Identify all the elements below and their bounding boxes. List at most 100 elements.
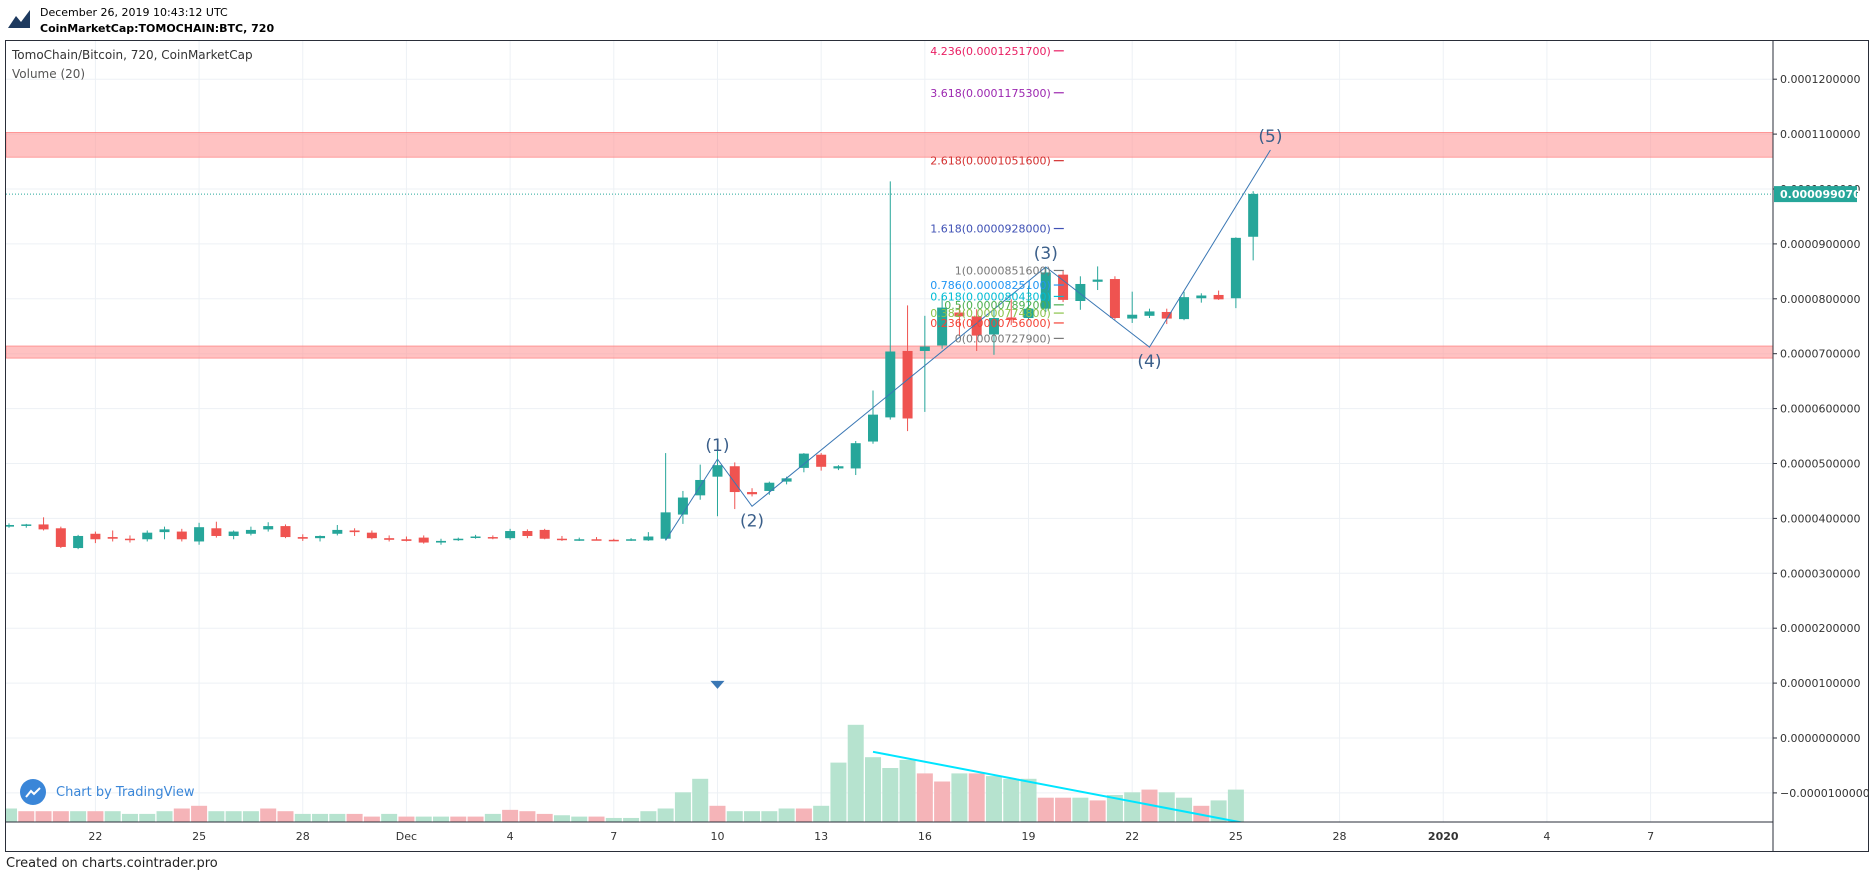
y-tick-label: 0.0000700000 xyxy=(1780,348,1860,361)
volume-bar xyxy=(985,776,1002,822)
fib-level-label: 0(0.0000727900) xyxy=(955,332,1051,345)
candle-body xyxy=(159,529,170,533)
volume-bar xyxy=(52,811,69,822)
candle-body xyxy=(574,539,585,541)
candle-body xyxy=(539,529,550,539)
candle-body xyxy=(522,531,533,536)
volume-bar xyxy=(761,811,778,822)
x-tick-label: 22 xyxy=(1125,830,1139,843)
candle-body xyxy=(850,443,861,469)
volume-bar xyxy=(674,792,691,822)
candle-body xyxy=(142,532,153,540)
y-tick-label: 0.0000000000 xyxy=(1780,732,1860,745)
volume-bar xyxy=(329,813,346,822)
volume-bar xyxy=(865,757,881,822)
signal-marker xyxy=(710,680,725,689)
candle-body xyxy=(470,536,481,539)
x-tick-label: 4 xyxy=(507,830,514,843)
volume-bar xyxy=(467,816,484,822)
candle-body xyxy=(1127,314,1138,319)
volume-bar xyxy=(139,813,156,822)
x-tick-label: 7 xyxy=(1647,830,1654,843)
volume-bar xyxy=(1124,792,1141,822)
volume-bar xyxy=(813,805,830,822)
candle-body xyxy=(729,466,740,493)
candle-body xyxy=(919,346,930,351)
created-on-footer: Created on charts.cointrader.pro xyxy=(6,856,218,871)
volume-bar xyxy=(18,811,35,822)
candle-body xyxy=(73,535,84,549)
elliott-wave-path xyxy=(665,149,1271,541)
volume-bar xyxy=(899,759,916,822)
tradingview-badge[interactable]: Chart by TradingView xyxy=(20,779,194,805)
candle-body xyxy=(816,454,827,467)
volume-bar xyxy=(415,816,432,822)
volume-bar xyxy=(657,808,674,822)
candle-body xyxy=(608,539,619,542)
candle-body xyxy=(297,537,308,539)
volume-bar xyxy=(242,811,259,822)
wave-label: (1) xyxy=(705,436,729,456)
volume-bar xyxy=(744,811,761,822)
volume-bar xyxy=(968,773,985,822)
candle-body xyxy=(384,538,395,540)
candle-body xyxy=(1023,308,1034,319)
cointrader-logo xyxy=(8,10,30,28)
volume-bar xyxy=(225,811,242,822)
volume-bar xyxy=(847,724,864,822)
volume-bar xyxy=(104,811,121,822)
candle-body xyxy=(366,532,377,539)
candle-body xyxy=(1144,311,1155,316)
candle-body xyxy=(591,539,602,541)
volume-bar xyxy=(1020,778,1037,822)
candle-body xyxy=(677,497,688,515)
x-tick-label: 4 xyxy=(1543,830,1550,843)
volume-bar xyxy=(726,811,743,822)
volume-bar xyxy=(536,813,553,822)
fib-level-label: 0.618(0.0000804300) xyxy=(930,290,1051,303)
y-tick-label: 0.0000900000 xyxy=(1780,238,1860,251)
volume-bar xyxy=(623,817,640,822)
volume-bar xyxy=(1176,797,1193,822)
fib-level-label: 1(0.0000851600) xyxy=(955,264,1051,277)
candle-body xyxy=(1058,274,1069,300)
candle-body xyxy=(868,414,878,442)
candle-body xyxy=(349,530,360,533)
x-tick-label: 28 xyxy=(296,830,310,843)
y-tick-label: 0.0000600000 xyxy=(1780,403,1860,416)
volume-bar xyxy=(173,808,190,822)
candle-body xyxy=(798,453,809,468)
volume-bar xyxy=(588,816,605,822)
candle-body xyxy=(626,539,637,541)
volume-bar xyxy=(778,808,795,822)
volume-bar xyxy=(277,811,294,822)
volume-bar xyxy=(571,816,588,822)
volume-bar xyxy=(1003,778,1020,822)
chart-frame xyxy=(5,40,1869,852)
candle-body xyxy=(1230,237,1241,299)
candle-body xyxy=(124,538,135,541)
snapshot-date: December 26, 2019 10:43:12 UTC xyxy=(40,6,228,19)
volume-bar xyxy=(381,813,398,822)
volume-bar xyxy=(6,808,17,822)
x-tick-label: 13 xyxy=(814,830,828,843)
volume-bar xyxy=(795,808,812,822)
candle-body xyxy=(176,531,187,540)
volume-bar xyxy=(191,805,208,822)
y-tick-label: 0.0000100000 xyxy=(1780,677,1860,690)
last-price-label: 0.0000990700 xyxy=(1780,188,1869,201)
volume-bar xyxy=(830,762,847,822)
volume-bar xyxy=(208,811,225,822)
candle-body xyxy=(1196,295,1207,299)
volume-bar xyxy=(87,811,104,822)
last-price-tag xyxy=(1774,186,1857,203)
candle-body xyxy=(6,524,14,527)
volume-bar xyxy=(260,808,277,822)
volume-bar xyxy=(553,815,570,822)
x-tick-label: 16 xyxy=(918,830,932,843)
y-tick-label: −0.0000100000 xyxy=(1780,787,1870,800)
tradingview-cloud-icon xyxy=(20,779,46,805)
y-tick-label: 0.0001200000 xyxy=(1780,73,1860,86)
x-tick-label: 7 xyxy=(610,830,617,843)
